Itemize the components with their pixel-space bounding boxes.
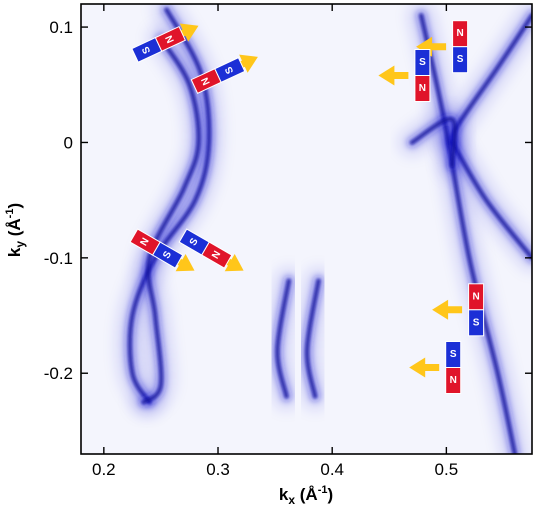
bar-magnet: NS [190,57,246,94]
y-tick-label: -0.2 [44,364,73,383]
x-axis: 0.2 0.3 0.4 0.5 [92,4,458,479]
magnet-pole [151,241,184,269]
magnet-pole-letter: N [450,375,457,386]
band-middle-left [264,267,302,410]
magnet-pole-letter: N [419,83,426,94]
bar-magnet: SN [131,25,186,63]
plot-frame [80,3,533,455]
bar-magnet: NS [445,341,462,394]
magnet-arrow-mag-7: NS [432,283,485,337]
band-inner-arc [130,25,212,416]
magnet-pole [214,57,246,83]
magnet-pole-letter: S [161,249,174,261]
magnet-pole-letter: S [473,317,480,328]
bar-magnet: NS [452,20,469,74]
arrow-head [432,299,449,320]
x-axis-label: kx (Å-1) [279,484,333,507]
x-tick-label: 0.3 [206,460,230,479]
x-tick-label: 0.2 [92,460,116,479]
magnet-pole-letter: N [200,75,213,86]
arrow-head [175,254,195,272]
magnet-pole-letter: S [419,57,426,68]
x-tick-label: 0.4 [320,460,344,479]
y-axis: 0.1 0 -0.1 -0.2 [44,18,532,383]
magnet-pole-letter: S [450,349,457,360]
y-tick-label: 0.1 [49,18,73,37]
arrow-head [378,65,395,86]
x-tick-label: 0.5 [435,460,459,479]
band-right-diagonal [408,4,528,454]
magnet-pole-letter: N [472,291,479,302]
magnet-pole-letter: S [223,64,236,75]
x-axis-label-sub: x [288,493,295,507]
magnet-pole-letter: N [456,28,463,39]
magnet-arrow-mag-6: NS [378,49,431,102]
magnet-pole-letter: N [164,33,177,44]
bar-magnet: SN [178,228,233,269]
magnet-pole-letter: S [140,44,153,55]
bar-magnet: NS [129,228,184,269]
magnet-pole [414,49,431,76]
band-middle-right [294,267,332,410]
magnet-arrow-mag-3: NS [129,228,195,272]
magnet-pole [468,309,485,337]
magnet-pole [154,25,186,52]
arrow-head [239,54,258,73]
magnet-arrow-mag-4: SN [178,228,244,272]
y-axis-label: ky (Å-1) [4,203,27,257]
arrow-head [179,23,199,42]
bar-magnet: NS [414,49,431,102]
magnet-pole [445,341,462,368]
magnet-pole [201,241,233,269]
magnet-pole-letter: N [210,249,223,261]
arrow-head [224,254,244,272]
bar-magnet: NS [468,283,485,337]
magnet-arrow-mag-2: NS [190,54,258,94]
y-tick-label: -0.1 [44,249,73,268]
y-axis-label-sub: y [13,241,27,248]
magnet-pole-letter: S [188,236,201,248]
magnet-pole [452,46,469,74]
magnet-pole-letter: S [457,54,464,65]
magnet-arrow-mag-8: NS [409,341,462,394]
magnet-pole-letter: N [139,236,152,248]
band-right-v-left [399,106,468,179]
y-tick-label: 0 [64,133,73,152]
magnet-arrow-mag-1: SN [131,23,199,63]
arrow-head [409,357,426,378]
